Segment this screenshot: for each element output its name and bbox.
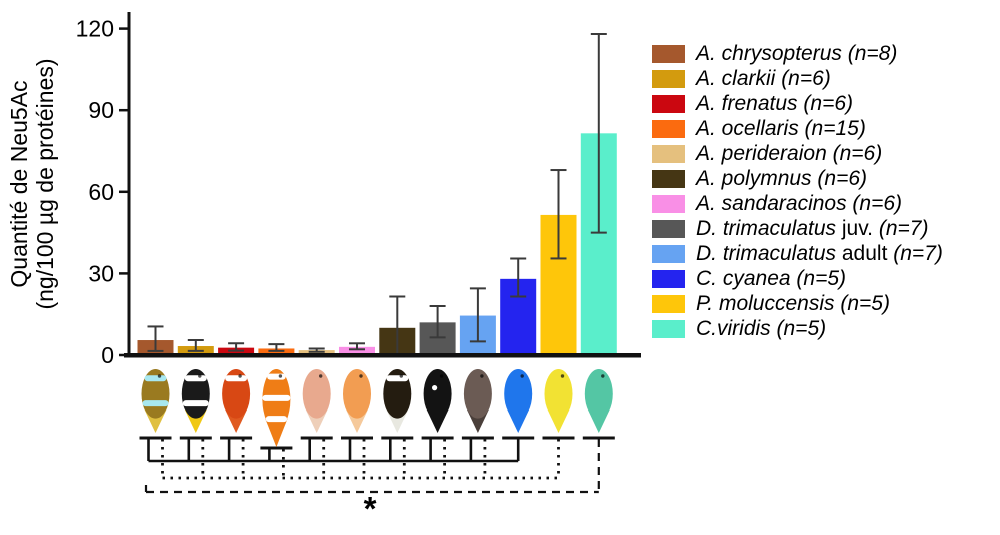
y-axis-title-line2: (ng/100 µg de protéines) [32,58,58,310]
color-swatch [652,294,685,313]
fish-eye [319,374,323,378]
y-axis-tick-label: 90 [88,97,114,123]
fish-eye [278,374,283,378]
color-swatch [652,219,685,238]
legend-item-label: A. polymnus (n=6) [696,166,868,190]
fish-body [181,369,210,419]
legend-item-polymnus: A. polymnus (n=6) [652,166,943,191]
significance-asterisk: * [363,490,377,527]
legend-item-label: A. sandaracinos (n=6) [696,191,903,215]
legend-item-label: A. ocellaris (n=15) [696,116,866,140]
color-swatch [652,119,685,138]
color-swatch [652,94,685,113]
color-swatch [652,269,685,288]
legend-item-label: C.viridis (n=5) [696,316,827,340]
fish-eye [560,374,565,378]
y-axis-tick-label: 60 [88,179,114,205]
color-swatch [652,69,685,88]
legend-item-label: P. moluccensis (n=5) [696,291,890,315]
legend-item-cyanea: C. cyanea (n=5) [652,266,943,291]
legend-item-frenatus: A. frenatus (n=6) [652,91,943,116]
legend-item-trimaculatus-juv: D. trimaculatus juv. (n=7) [652,216,943,241]
fish-eye [157,374,162,378]
legend-item-label: A. chrysopterus (n=8) [696,41,898,65]
fish-eye [439,374,444,378]
legend-item-label: A. perideraion (n=6) [696,141,883,165]
fish-photo-perideraion [302,369,331,433]
fish-photo-polymnus [383,369,412,433]
fish-photo-viridis [584,369,613,433]
fish-stripe [182,400,209,407]
fish-stripe [267,373,286,380]
bar-sandaracinos [339,346,375,356]
legend-item-clarkii: A. clarkii (n=6) [652,66,943,91]
fish-eye [359,374,363,378]
y-axis-tick-label: 0 [101,342,114,368]
fish-stripe [184,375,207,382]
legend-item-label: D. trimaculatus adult (n=7) [696,241,943,265]
fish-eye [198,374,202,378]
fish-body [141,369,170,419]
fish-photo-sandaracinos [343,369,371,433]
fish-photo-frenatus [222,369,251,433]
fish-photo-trimaculatus-adult [463,369,492,433]
fish-eye [520,374,524,378]
legend-item-sandaracinos: A. sandaracinos (n=6) [652,191,943,216]
fish-photo-ocellaris [262,369,291,447]
x-axis-line [124,353,641,358]
fish-photo-clarkii [181,369,210,433]
bar-ocellaris [258,348,295,356]
fish-stripe [265,416,288,423]
legend-item-chrysopterus: A. chrysopterus (n=8) [652,41,943,66]
fish-photo-moluccensis [544,369,573,433]
legend-item-viridis: C.viridis (n=5) [652,316,943,341]
bar-frenatus [218,347,255,356]
fish-eye [399,374,403,378]
fish-photo-chrysopterus [141,369,170,433]
color-swatch [652,194,685,213]
y-axis-title-line1: Quantité de Neu5Ac [6,80,32,288]
fish-stripe [142,400,169,407]
color-swatch [652,244,685,263]
fish-photo-cyanea [504,369,533,433]
y-axis-tick-label: 30 [88,260,114,286]
fish-body [423,369,452,419]
legend: A. chrysopterus (n=8) A. clarkii (n=6) A. … [652,41,943,341]
color-swatch [652,44,685,63]
y-axis-tick-label: 120 [76,16,114,42]
color-swatch [652,144,685,163]
legend-item-label: A. clarkii (n=6) [696,66,831,90]
fish-photo-trimaculatus-juv [423,369,452,433]
fish-body [463,369,492,419]
fish-eye [238,374,242,378]
legend-item-label: A. frenatus (n=6) [696,91,854,115]
y-axis-title: Quantité de Neu5Ac (ng/100 µg de protéin… [6,4,58,364]
fish-body [302,369,331,419]
color-swatch [652,169,685,188]
fish-body [584,369,613,419]
fish-body [343,369,371,419]
fish-eye [480,374,484,378]
legend-item-label: D. trimaculatus juv. (n=7) [696,216,929,240]
fish-stripe [262,394,291,401]
legend-item-ocellaris: A. ocellaris (n=15) [652,116,943,141]
legend-item-perideraion: A. perideraion (n=6) [652,141,943,166]
fish-spot [432,385,438,391]
legend-item-trimaculatus-adult: D. trimaculatus adult (n=7) [652,241,943,266]
fish-body [222,369,251,419]
fish-stripe [225,375,248,382]
fish-body [504,369,533,419]
fish-body [383,369,412,419]
fish-stripe [386,375,409,382]
legend-item-label: C. cyanea (n=5) [696,266,847,290]
fish-eye [601,374,605,378]
fish-body [544,369,573,419]
fish-stripe [144,375,167,382]
legend-item-moluccensis: P. moluccensis (n=5) [652,291,943,316]
color-swatch [652,319,685,338]
